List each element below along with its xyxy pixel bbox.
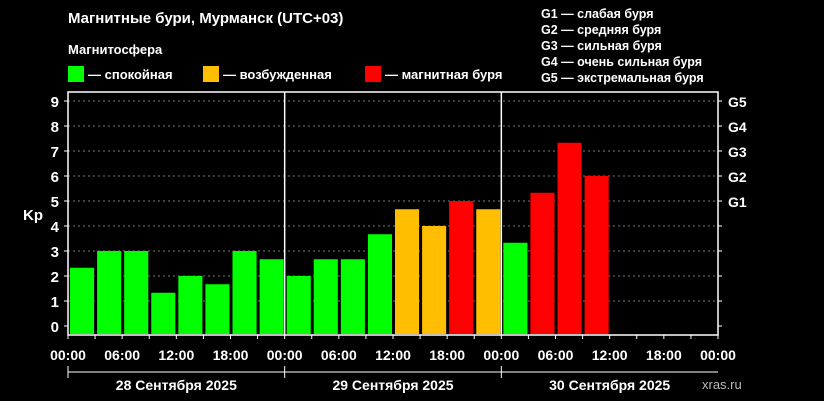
kp-bar bbox=[97, 251, 122, 334]
legend-label: — возбужденная bbox=[223, 66, 332, 82]
g-scale-item: G5 — экстремальная буря bbox=[541, 71, 704, 85]
day-label: 29 Сентября 2025 bbox=[332, 377, 453, 393]
legend-swatch bbox=[365, 66, 381, 82]
kp-bar bbox=[286, 276, 311, 334]
g-tick-label: G3 bbox=[728, 144, 747, 160]
legend-swatch bbox=[203, 66, 219, 82]
y-tick-label: 8 bbox=[51, 119, 59, 136]
legend-heading: Магнитосфера bbox=[68, 42, 163, 57]
day-label: 28 Сентября 2025 bbox=[116, 377, 237, 393]
x-tick-label: 00:00 bbox=[267, 347, 303, 363]
x-tick-label: 18:00 bbox=[646, 347, 682, 363]
kp-bar bbox=[503, 242, 528, 334]
kp-bar bbox=[584, 176, 609, 334]
kp-bar bbox=[530, 192, 555, 334]
kp-bar bbox=[340, 259, 365, 334]
chart-title: Магнитные бури, Мурманск (UTC+03) bbox=[68, 10, 344, 27]
source-label: xras.ru bbox=[702, 377, 742, 392]
x-tick-label: 18:00 bbox=[213, 347, 249, 363]
x-tick-label: 00:00 bbox=[50, 347, 86, 363]
legend-label: — магнитная буря bbox=[385, 66, 503, 82]
kp-bar bbox=[151, 292, 176, 334]
kp-bar bbox=[313, 259, 338, 334]
x-tick-label: 06:00 bbox=[321, 347, 357, 363]
y-tick-label: 5 bbox=[51, 194, 59, 211]
legend-item-quiet: — спокойная bbox=[68, 66, 173, 82]
day-label: 30 Сентября 2025 bbox=[549, 377, 670, 393]
kp-bar bbox=[70, 267, 95, 334]
g-tick-label: G2 bbox=[728, 169, 747, 185]
g-scale-item: G4 — очень сильная буря bbox=[541, 55, 702, 69]
g-tick-label: G1 bbox=[728, 194, 747, 210]
y-tick-label: 3 bbox=[51, 244, 59, 261]
y-tick-label: 0 bbox=[51, 319, 59, 336]
legend-label: — спокойная bbox=[88, 66, 173, 82]
g-tick-label: G4 bbox=[728, 119, 747, 135]
g-scale-item: G2 — средняя буря bbox=[541, 23, 662, 37]
x-tick-label: 12:00 bbox=[375, 347, 411, 363]
x-tick-label: 12:00 bbox=[158, 347, 194, 363]
y-tick-label: 2 bbox=[51, 269, 59, 286]
legend-item-storm: — магнитная буря bbox=[365, 66, 502, 82]
kp-bar bbox=[395, 209, 420, 334]
g-scale-list: G1 — слабая буря G2 — средняя буря G3 — … bbox=[541, 6, 704, 86]
y-tick-label: 6 bbox=[51, 169, 59, 186]
y-tick-label: 9 bbox=[51, 94, 59, 111]
kp-bar bbox=[124, 251, 149, 334]
g-tick-label: G5 bbox=[728, 94, 747, 110]
kp-bar bbox=[259, 259, 284, 334]
legend-swatch bbox=[68, 66, 84, 82]
y-tick-label: 4 bbox=[51, 219, 60, 236]
x-tick-label: 06:00 bbox=[538, 347, 574, 363]
kp-bar bbox=[232, 251, 257, 334]
x-tick-label: 06:00 bbox=[104, 347, 140, 363]
g-scale-item: G3 — сильная буря bbox=[541, 39, 662, 53]
kp-bar bbox=[422, 226, 447, 334]
kp-bar bbox=[205, 284, 230, 334]
x-tick-label: 12:00 bbox=[592, 347, 628, 363]
x-tick-label: 00:00 bbox=[483, 347, 519, 363]
x-tick-label: 00:00 bbox=[700, 347, 736, 363]
y-tick-label: 1 bbox=[51, 294, 59, 311]
kp-bar bbox=[449, 201, 474, 334]
kp-bar bbox=[178, 276, 203, 334]
y-tick-label: 7 bbox=[51, 144, 59, 161]
legend-item-active: — возбужденная bbox=[203, 66, 332, 82]
kp-bar bbox=[476, 209, 501, 334]
kp-bar bbox=[367, 234, 392, 334]
g-scale-item: G1 — слабая буря bbox=[541, 7, 654, 21]
kp-bar bbox=[557, 142, 582, 334]
x-tick-label: 18:00 bbox=[429, 347, 465, 363]
y-axis-label: Kp bbox=[23, 207, 43, 224]
